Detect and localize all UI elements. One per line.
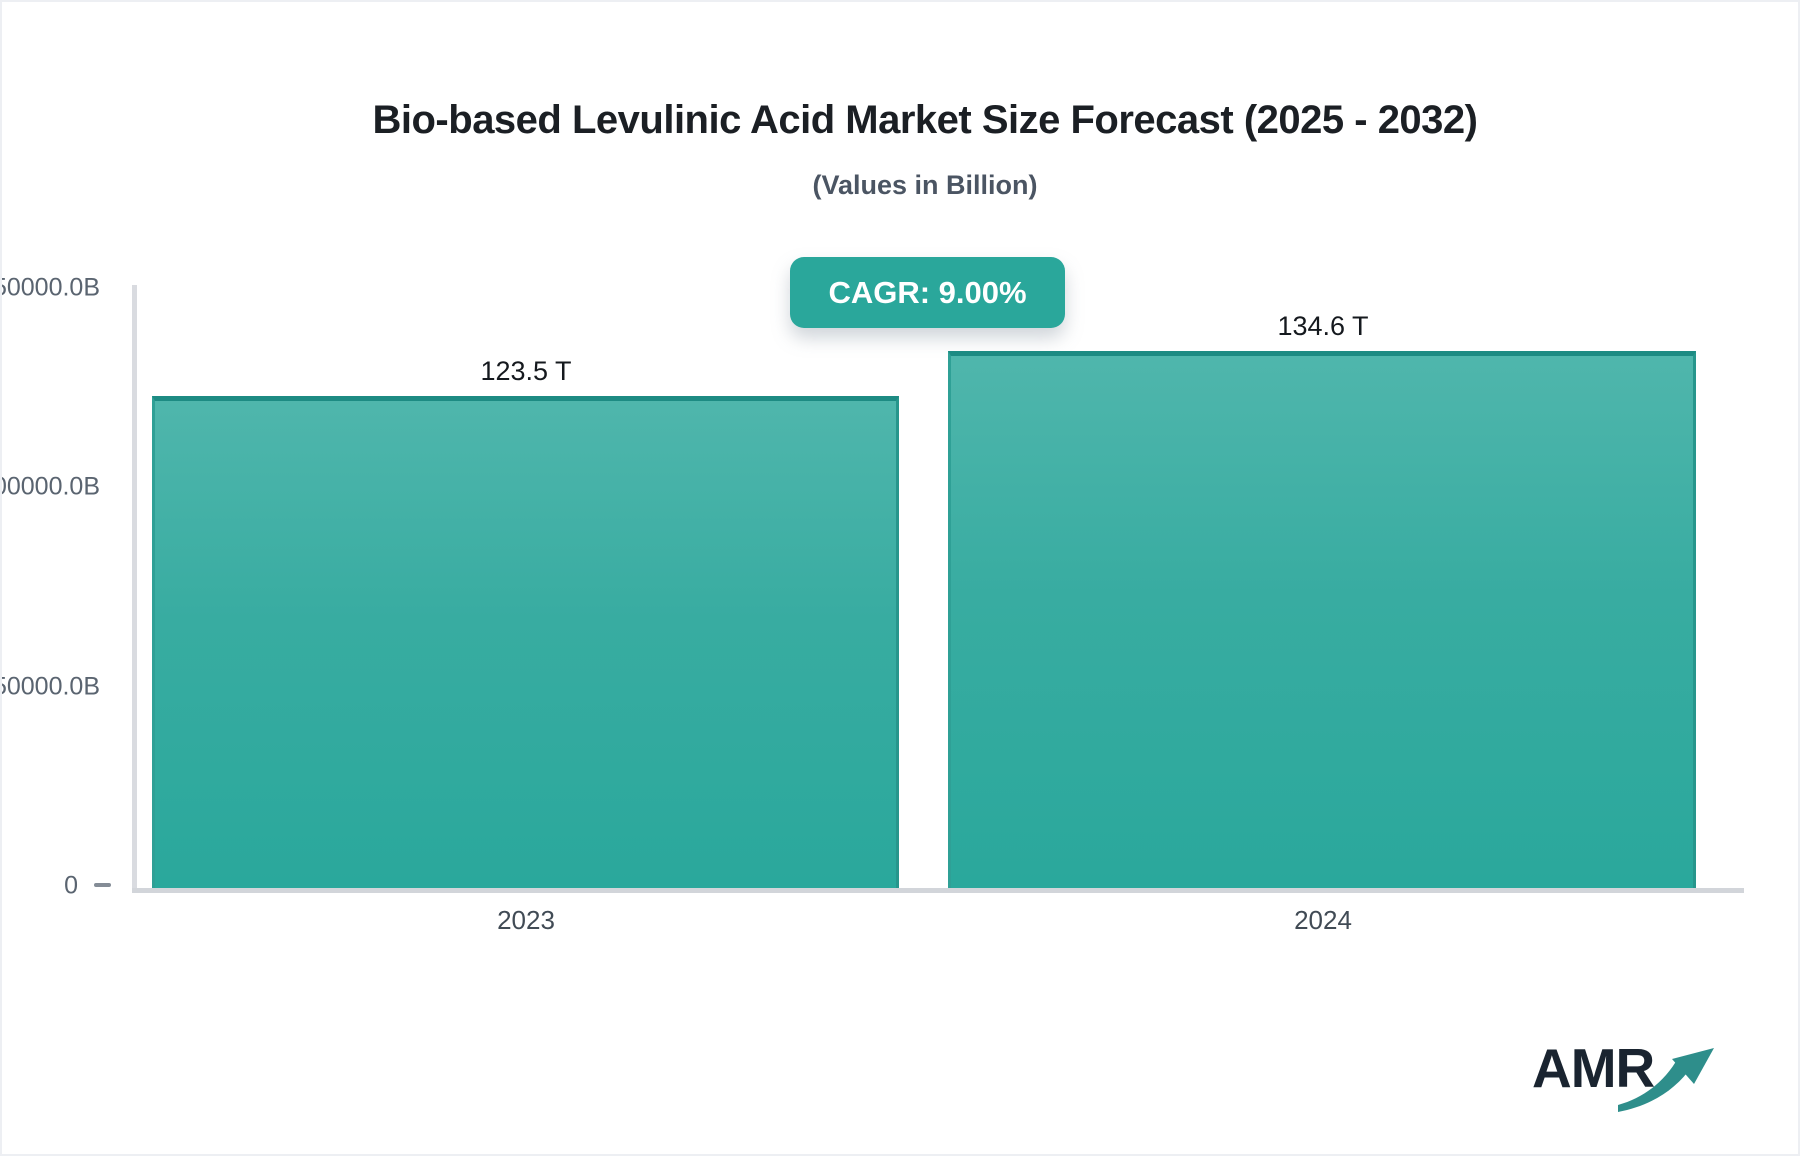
y-tick-mark-0: [94, 883, 111, 887]
bar-2023[interactable]: [152, 395, 899, 888]
bar-value-2023: 123.5 T: [480, 355, 572, 386]
x-axis-label-2023: 2023: [497, 905, 555, 935]
cagr-badge-label: CAGR: 9.00%: [828, 274, 1027, 310]
cagr-badge: CAGR: 9.00%: [790, 257, 1065, 328]
y-tick-label-50000: 50000.0B: [0, 672, 100, 701]
amr-logo-text: AMR: [1532, 1037, 1655, 1099]
x-axis-label-2024: 2024: [1294, 905, 1352, 935]
bar-value-2024: 134.6 T: [1277, 311, 1369, 342]
x-axis-baseline: [132, 888, 1744, 893]
bar-2024[interactable]: [948, 351, 1696, 888]
chart-title: Bio-based Levulinic Acid Market Size For…: [372, 98, 1479, 142]
y-tick-label-0: 0: [64, 871, 78, 900]
chart-subtitle: (Values in Billion): [812, 170, 1038, 200]
amr-logo: AMR: [1532, 1036, 1732, 1126]
growth-arrow-icon: [1618, 1044, 1728, 1123]
y-tick-label-150000: 150000.0B: [2, 273, 100, 302]
y-axis-line: [132, 285, 137, 888]
y-tick-label-100000: 100000.0B: [2, 472, 100, 501]
